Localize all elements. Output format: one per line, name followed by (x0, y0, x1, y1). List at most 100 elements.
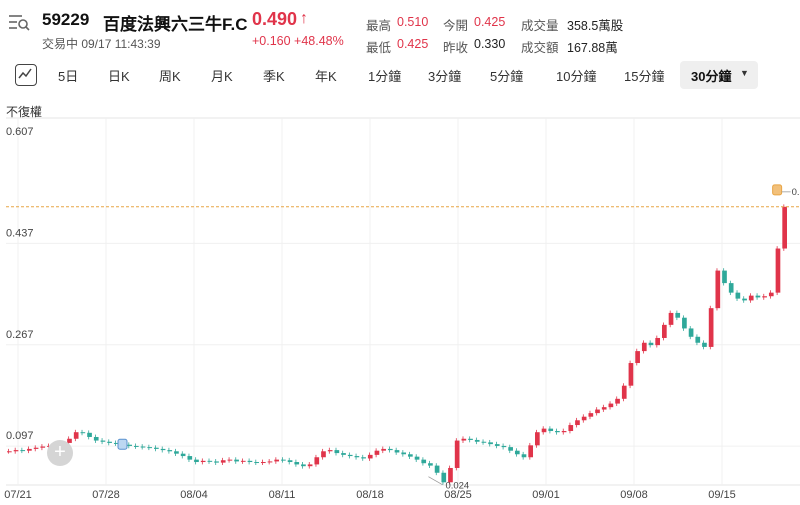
tab-5-day[interactable]: 5日 (58, 69, 79, 84)
candle-body (501, 445, 507, 448)
candle-body (494, 444, 500, 446)
stock-code: 59229 (42, 10, 90, 29)
candle-body (715, 270, 721, 309)
candle-body (67, 438, 72, 443)
candle-body (635, 351, 640, 364)
candle-body (381, 448, 386, 451)
candle-body (287, 460, 293, 463)
stat-value-volume: 358.5萬股 (567, 19, 624, 33)
candle-body (514, 450, 520, 455)
tab-30-min-label: 30分鐘 (691, 69, 732, 84)
x-tick-label: 07/21 (4, 489, 32, 501)
candle-body (441, 472, 447, 483)
candle-body (387, 448, 393, 451)
candle-body (354, 456, 360, 458)
tab-daily-k[interactable]: 日K (108, 69, 130, 84)
tab-30-min[interactable] (680, 61, 758, 89)
tab-15-min[interactable]: 15分鐘 (624, 69, 665, 84)
current-price: 0.490 (252, 9, 298, 29)
candle-body (782, 206, 787, 249)
candle-body (260, 462, 266, 464)
tab-yearly-k[interactable]: 年K (315, 69, 337, 84)
stat-value-low: 0.425 (397, 37, 429, 51)
candle-body (481, 441, 487, 443)
candle-body (13, 450, 19, 452)
candle-body (160, 448, 166, 451)
price-type-label[interactable]: 不復權 (6, 105, 43, 119)
candle-body (40, 446, 46, 448)
price-up-arrow-icon: ↑ (300, 10, 308, 27)
trading-status: 交易中 09/17 11:43:39 (42, 37, 161, 51)
candle-body (80, 432, 86, 434)
candle-body (281, 459, 286, 461)
low-annotation-label: 0.024 (445, 481, 469, 492)
candle-body (327, 450, 333, 452)
candle-body (234, 459, 239, 462)
candle-body (361, 457, 366, 459)
candle-body (247, 460, 253, 463)
stat-value-turnover: 167.88萬 (567, 41, 618, 55)
candle-body (735, 292, 741, 299)
candle-body (621, 385, 627, 399)
chart-type-icon[interactable] (15, 64, 37, 86)
candle-body (113, 442, 119, 444)
high-annotation-label: 0.510 (792, 187, 800, 198)
candle-body (200, 460, 206, 463)
x-tick-label: 07/28 (92, 489, 120, 501)
candle-body (662, 324, 667, 338)
candle-body (100, 440, 106, 442)
stat-value-prev-close: 0.330 (474, 37, 506, 51)
candle-body (702, 342, 707, 347)
stat-value-high: 0.510 (397, 15, 429, 29)
x-tick-label: 09/01 (532, 489, 560, 501)
tab-monthly-k[interactable]: 月K (211, 69, 233, 84)
x-tick-label: 08/04 (180, 489, 208, 501)
candle-body (474, 439, 480, 442)
candle-body (367, 454, 373, 459)
candle-body (535, 432, 540, 446)
candle-body (87, 432, 92, 437)
candle-body (27, 448, 32, 451)
candle-body (414, 456, 420, 460)
low-leader-line (428, 476, 443, 486)
stat-label-prev-close: 昨收 (443, 41, 469, 55)
candle-body (615, 398, 620, 404)
candle-body (314, 457, 320, 465)
candle-body (568, 425, 574, 432)
candle-body (7, 451, 12, 453)
menu-search-icon[interactable] (8, 12, 30, 32)
stat-label-turnover: 成交額 (521, 41, 559, 55)
tab-3-min[interactable]: 3分鐘 (428, 69, 462, 84)
candle-body (154, 447, 159, 449)
candle-body (434, 465, 440, 473)
add-indicator-button[interactable]: + (47, 440, 73, 466)
candle-body (227, 459, 233, 461)
candle-body (107, 441, 112, 443)
tab-5-min[interactable]: 5分鐘 (490, 69, 524, 84)
candle-body (301, 464, 306, 467)
tab-1-min[interactable]: 1分鐘 (368, 69, 402, 84)
candle-body (488, 442, 493, 445)
candle-body (127, 444, 132, 446)
tab-weekly-k[interactable]: 周K (159, 69, 181, 84)
candle-body (207, 460, 213, 462)
candle-body (728, 283, 734, 293)
candle-body (374, 450, 380, 455)
candle-body (220, 460, 226, 463)
tab-10-min[interactable]: 10分鐘 (556, 69, 597, 84)
candle-body (541, 428, 547, 433)
candle-body (341, 453, 346, 455)
candle-body (601, 407, 607, 410)
candle-body (448, 467, 453, 483)
candle-body (641, 342, 647, 352)
chevron-down-icon: ▼ (740, 68, 749, 78)
candle-body (668, 312, 674, 325)
high-marker (772, 184, 783, 196)
candle-body (73, 432, 79, 439)
x-tick-label: 08/25 (444, 489, 472, 501)
candle-body (695, 336, 701, 343)
tab-quarterly-k[interactable]: 季K (263, 69, 285, 84)
candle-body (133, 445, 139, 447)
candle-body (742, 298, 747, 301)
